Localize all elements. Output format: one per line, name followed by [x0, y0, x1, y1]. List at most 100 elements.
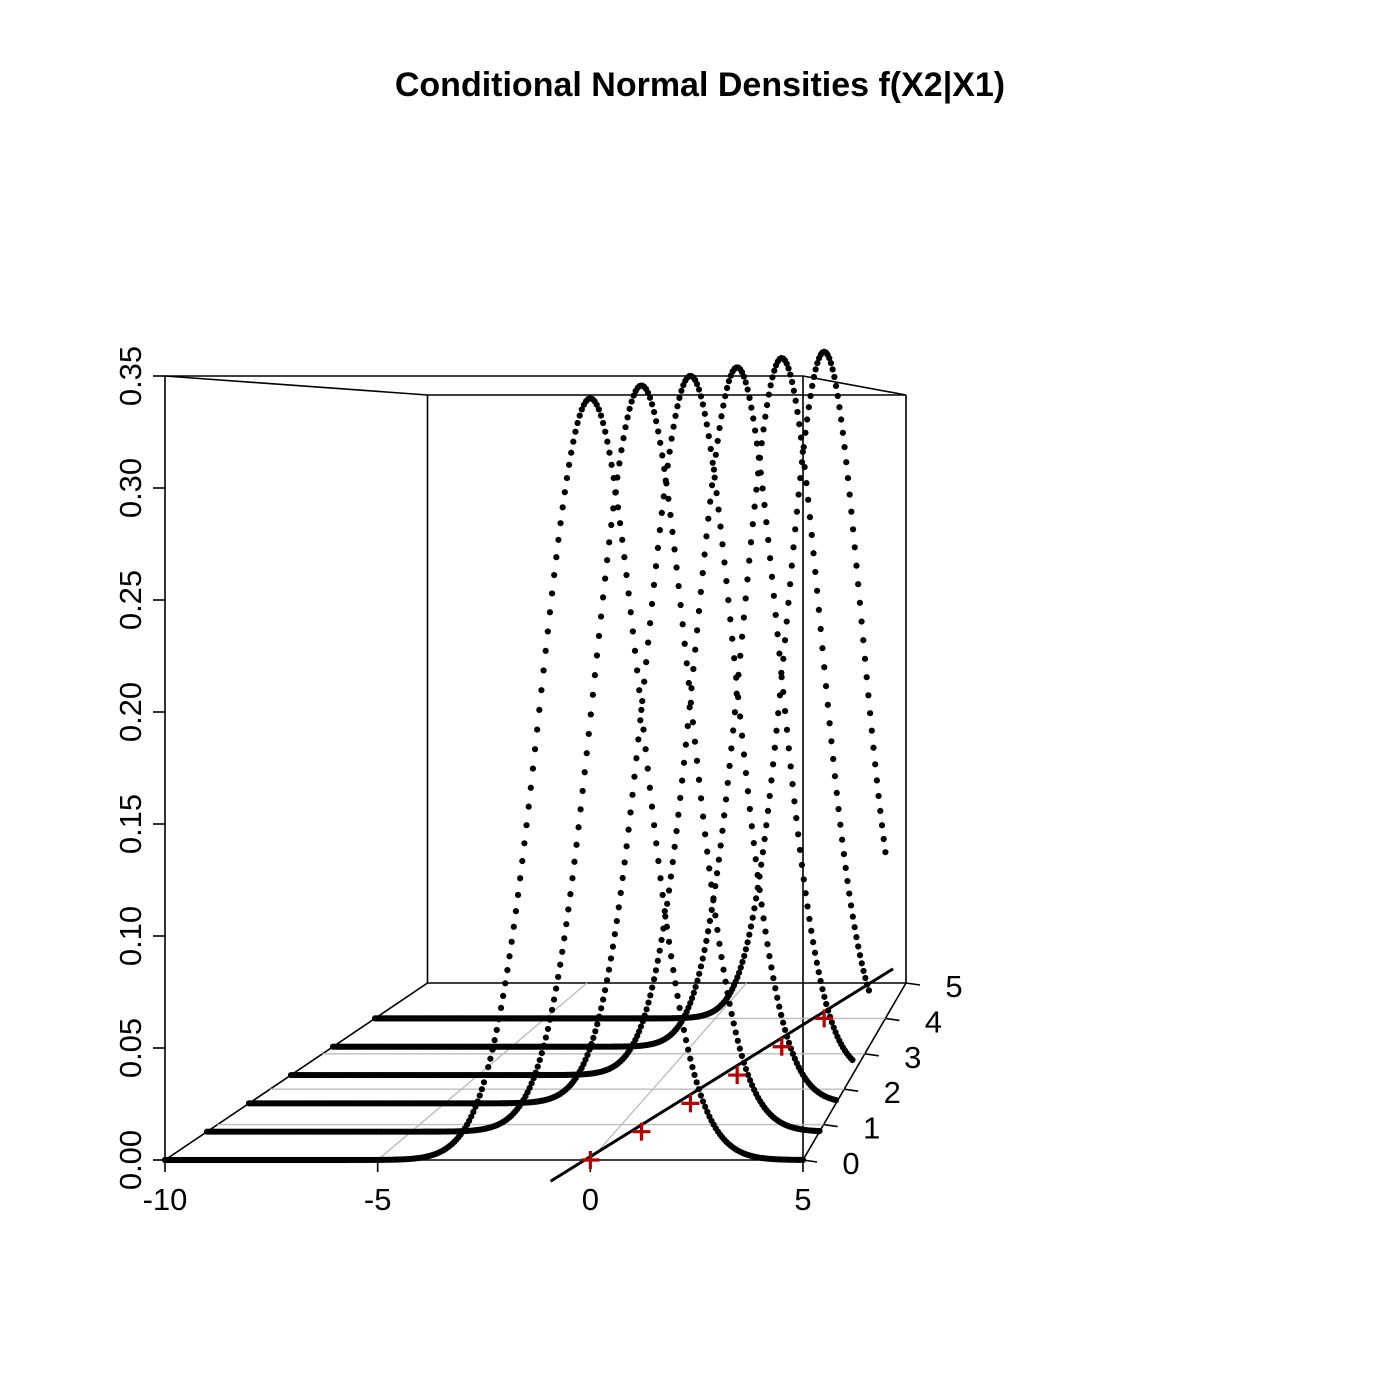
density-point [553, 985, 560, 992]
density-point [832, 1097, 840, 1104]
density-point [557, 961, 564, 968]
y-tick-label: 2 [884, 1075, 901, 1110]
density-point [824, 701, 831, 708]
density-point [559, 504, 566, 511]
density-point [642, 746, 649, 753]
density-point [789, 781, 796, 788]
density-point [497, 1004, 505, 1011]
density-point [639, 697, 646, 705]
density-point [590, 1034, 597, 1042]
density-point [702, 1103, 709, 1110]
density-point [606, 449, 613, 456]
density-point [521, 840, 528, 847]
density-point [567, 891, 574, 898]
density-point [598, 1005, 605, 1012]
density-point [591, 672, 599, 679]
density-point [746, 394, 753, 402]
density-point [650, 976, 658, 983]
density-point [548, 590, 556, 597]
density-point [536, 1056, 543, 1064]
density-point [808, 927, 815, 934]
density-point [689, 719, 697, 726]
density-point [595, 632, 603, 640]
density-point [617, 889, 624, 897]
density-point [699, 955, 706, 962]
density-point [841, 444, 848, 451]
density-point [839, 429, 846, 436]
density-point [759, 485, 766, 492]
density-point [815, 969, 822, 976]
density-point [653, 840, 660, 847]
density-point [517, 875, 524, 882]
density-point [787, 581, 794, 588]
density-point [750, 839, 757, 847]
density-point [794, 408, 801, 416]
density-point [619, 874, 626, 882]
density-point [485, 1064, 492, 1071]
density-point [529, 765, 537, 772]
density-point [783, 1033, 791, 1040]
density-point [811, 949, 819, 956]
density-point [783, 618, 790, 625]
regression-line [549, 967, 894, 1183]
density-point [836, 404, 843, 411]
density-point [624, 414, 631, 421]
density-point [844, 474, 852, 482]
density-point [593, 652, 601, 659]
density-point [653, 418, 660, 425]
density-point [760, 426, 767, 433]
density-point [780, 655, 787, 662]
density-point [844, 877, 851, 885]
density-point [687, 1055, 694, 1062]
density-point [664, 900, 671, 907]
density-point [665, 938, 673, 945]
density-point [785, 1039, 793, 1046]
density-point [787, 763, 794, 770]
density-point [823, 1000, 830, 1008]
density-point [627, 609, 634, 616]
density-point [548, 1006, 556, 1014]
z-tick-label: 0.10 [113, 906, 148, 966]
density-point [604, 438, 611, 445]
density-point [504, 966, 511, 974]
density-point [648, 401, 656, 408]
density-point [584, 1051, 591, 1058]
density-point [801, 464, 808, 471]
density-curve-x1-1.6 [245, 372, 840, 1107]
density-point [814, 360, 821, 367]
density-point [833, 789, 840, 796]
axes: -10 -5 0 50.000.050.100.150.200.250.300.350… [113, 346, 963, 1217]
y-tick-label: 0 [842, 1146, 859, 1181]
density-point [658, 509, 665, 517]
density-point [654, 544, 662, 551]
density-point [585, 730, 592, 738]
density-point [599, 594, 607, 601]
density-point [593, 401, 600, 408]
density-point [772, 611, 779, 619]
density-point [690, 665, 697, 673]
density-point [695, 608, 703, 615]
density-point [804, 416, 811, 423]
density-point [865, 692, 872, 699]
density-point [523, 822, 530, 829]
density-point [795, 491, 802, 498]
density-point [697, 963, 705, 970]
density-point [474, 1098, 481, 1105]
density-point [676, 1004, 683, 1011]
density-point [688, 685, 695, 692]
density-point [695, 776, 703, 783]
density-point [825, 1007, 832, 1014]
density-point [538, 687, 545, 694]
density-point [602, 428, 609, 435]
density-point [526, 1084, 533, 1092]
y-tick-mark [885, 1017, 900, 1022]
density-point [731, 709, 739, 716]
density-point [728, 745, 735, 752]
density-point [468, 1113, 475, 1120]
density-point [771, 367, 778, 374]
density-point [722, 978, 729, 985]
density-point [649, 984, 656, 991]
density-point [809, 382, 816, 389]
density-point [654, 957, 661, 964]
density-point [815, 606, 823, 613]
